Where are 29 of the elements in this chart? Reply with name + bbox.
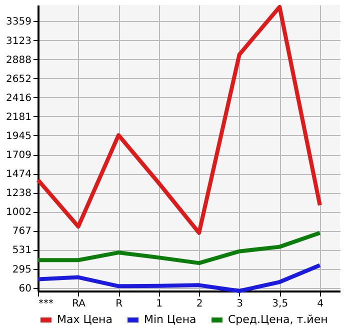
x-tick-label: 3 [236, 298, 244, 310]
x-tick-label: 3,5 [272, 298, 288, 310]
x-tick-label: RA [72, 298, 86, 310]
y-tick-label: 1945 [6, 130, 32, 142]
y-tick-label: 2888 [6, 54, 32, 66]
line-series [36, 230, 322, 266]
y-tick-label: 1709 [6, 150, 32, 162]
legend-label: Min Цена [144, 313, 196, 326]
y-tick-label: 531 [12, 245, 32, 256]
y-tick-label: 2181 [6, 112, 32, 123]
y-tick-label: 60 [18, 283, 32, 294]
x-tick-label: 2 [196, 298, 203, 310]
y-tick-label: 1002 [6, 207, 32, 218]
legend-label: Max Цена [57, 313, 112, 326]
x-tick-label: *** [38, 298, 54, 310]
y-tick-label: 2652 [6, 74, 32, 85]
y-tick-label: 2416 [6, 92, 32, 104]
y-tick-label: 1238 [6, 188, 32, 200]
y-tick-label: 767 [12, 226, 32, 238]
x-tick-label: 4 [317, 298, 324, 310]
x-tick-label: R [116, 298, 123, 310]
legend-label: Сред.Цена, т.йен [228, 313, 328, 326]
y-tick-label: 3359 [6, 16, 32, 28]
y-tick-label: 295 [12, 264, 32, 276]
line-series [36, 263, 322, 293]
y-tick-label: 1474 [6, 169, 32, 180]
line-series [36, 4, 322, 235]
x-tick-label: 1 [156, 298, 162, 310]
y-tick-label: 3123 [6, 36, 32, 47]
